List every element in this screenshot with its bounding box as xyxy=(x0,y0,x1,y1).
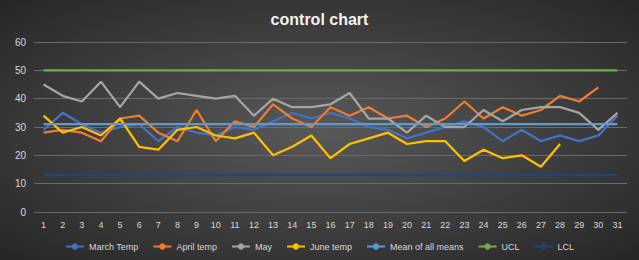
svg-text:17: 17 xyxy=(345,220,355,230)
svg-text:9: 9 xyxy=(194,220,199,230)
svg-text:15: 15 xyxy=(306,220,316,230)
svg-text:22: 22 xyxy=(440,220,450,230)
svg-text:20: 20 xyxy=(402,220,412,230)
svg-text:20: 20 xyxy=(15,150,27,161)
svg-text:60: 60 xyxy=(15,37,27,48)
svg-text:23: 23 xyxy=(459,220,469,230)
svg-text:11: 11 xyxy=(230,220,239,230)
svg-text:5: 5 xyxy=(118,220,123,230)
svg-text:March Temp: March Temp xyxy=(89,242,138,252)
svg-text:27: 27 xyxy=(536,220,546,230)
svg-text:18: 18 xyxy=(364,220,374,230)
svg-text:28: 28 xyxy=(555,220,565,230)
svg-text:40: 40 xyxy=(15,93,27,104)
svg-text:UCL: UCL xyxy=(502,242,520,252)
svg-text:control chart: control chart xyxy=(271,11,369,28)
svg-text:16: 16 xyxy=(325,220,335,230)
svg-text:21: 21 xyxy=(421,220,431,230)
svg-text:19: 19 xyxy=(383,220,393,230)
svg-text:4: 4 xyxy=(98,220,103,230)
svg-text:31: 31 xyxy=(612,220,622,230)
svg-text:26: 26 xyxy=(517,220,527,230)
svg-text:12: 12 xyxy=(249,220,259,230)
svg-text:10: 10 xyxy=(211,220,221,230)
svg-text:2: 2 xyxy=(60,220,65,230)
svg-text:April temp: April temp xyxy=(176,242,217,252)
svg-text:3: 3 xyxy=(79,220,84,230)
svg-text:13: 13 xyxy=(268,220,278,230)
svg-text:24: 24 xyxy=(479,220,489,230)
svg-text:6: 6 xyxy=(137,220,142,230)
svg-text:8: 8 xyxy=(175,220,180,230)
svg-text:29: 29 xyxy=(574,220,584,230)
svg-text:LCL: LCL xyxy=(558,242,575,252)
svg-text:14: 14 xyxy=(287,220,297,230)
svg-text:25: 25 xyxy=(498,220,508,230)
svg-text:30: 30 xyxy=(15,122,27,133)
svg-text:10: 10 xyxy=(15,178,27,189)
svg-text:50: 50 xyxy=(15,65,27,76)
svg-text:1: 1 xyxy=(41,220,46,230)
svg-text:0: 0 xyxy=(20,207,26,218)
svg-text:Mean of all means: Mean of all means xyxy=(390,242,464,252)
svg-text:7: 7 xyxy=(156,220,161,230)
svg-text:30: 30 xyxy=(593,220,603,230)
svg-text:May: May xyxy=(255,242,273,252)
svg-text:June temp: June temp xyxy=(310,242,352,252)
